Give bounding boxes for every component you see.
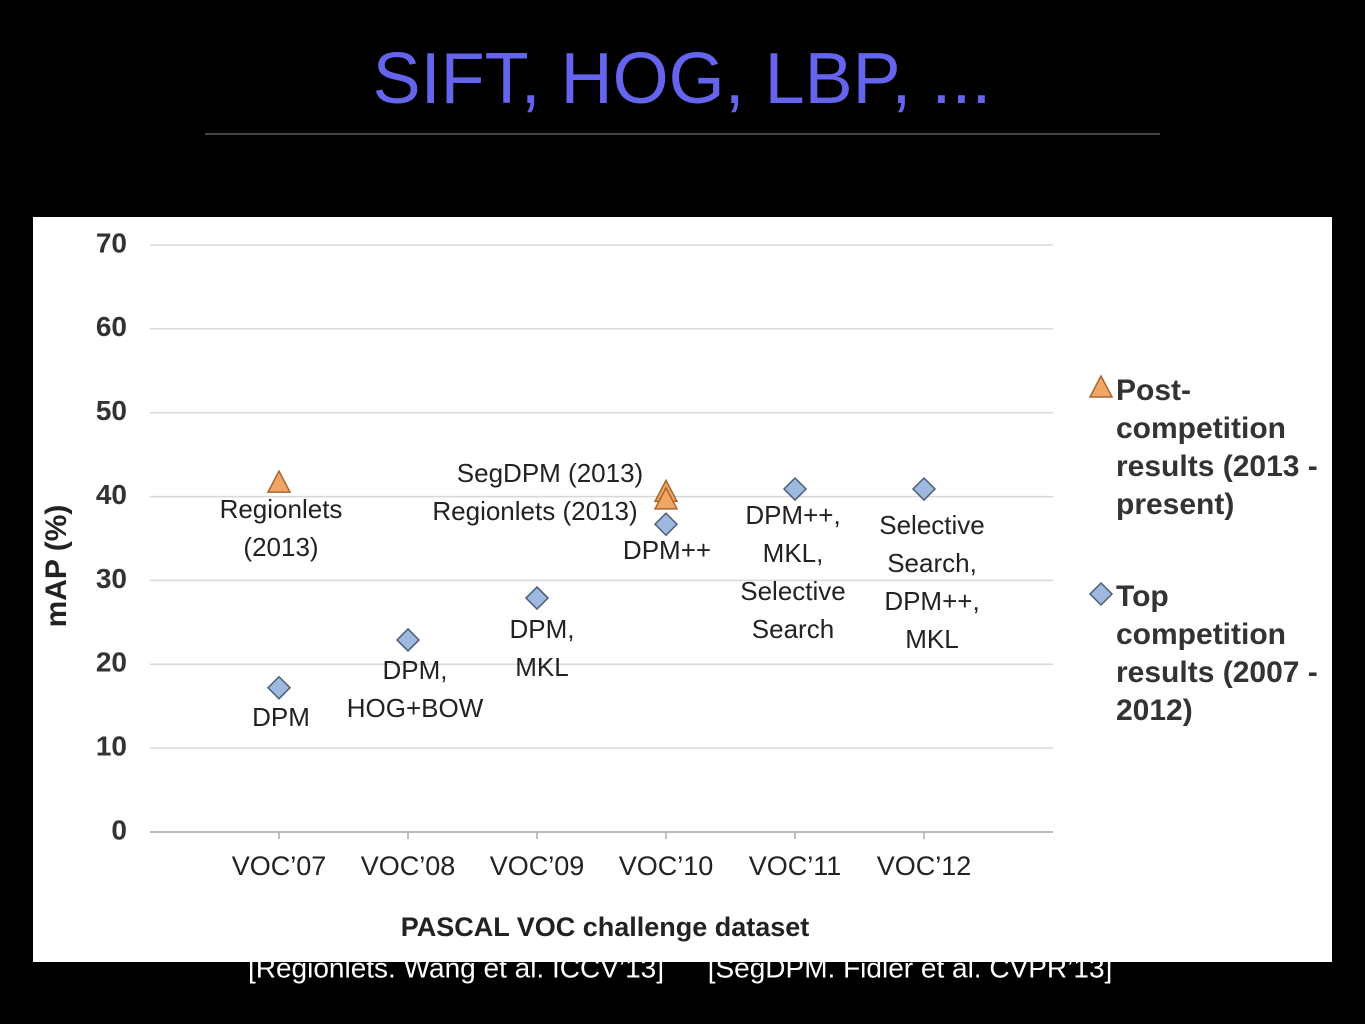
slide-title: SIFT, HOG, LBP, ... xyxy=(373,39,992,119)
point-label-line: DPM, xyxy=(510,614,575,644)
chart-background xyxy=(33,217,1332,962)
x-axis-label: PASCAL VOC challenge dataset xyxy=(401,912,810,942)
point-label-line: Selective xyxy=(879,510,985,540)
legend-entry: Top competition results (2007 - 2012) xyxy=(1116,580,1318,727)
y-tick-label: 20 xyxy=(96,647,127,678)
point-label-line: SegDPM (2013) xyxy=(457,458,643,488)
x-tick-label: VOC’11 xyxy=(749,851,842,881)
x-tick-label: VOC’08 xyxy=(361,851,456,881)
point-label: DPM, MKL xyxy=(510,614,575,682)
y-tick-label: 30 xyxy=(96,563,127,594)
point-label-line: DPM++, xyxy=(745,500,840,530)
y-tick-label: 60 xyxy=(96,311,127,342)
diamond-marker xyxy=(782,476,808,502)
point-label: Selective Search, DPM++, MKL xyxy=(879,510,985,654)
diamond-marker xyxy=(266,675,292,700)
diamond-marker xyxy=(653,512,679,537)
diamond-marker xyxy=(395,627,421,653)
point-label: DPM++, MKL, Selective Search xyxy=(740,500,846,644)
point-label: Regionlets (2013) xyxy=(220,494,343,562)
point-label-line: Regionlets xyxy=(220,494,343,524)
point-label: DPM xyxy=(252,702,310,732)
point-label-line: MKL xyxy=(905,624,958,654)
y-tick-label: 40 xyxy=(96,479,127,510)
point-label-line: Selective xyxy=(740,576,846,606)
x-tick-label: VOC’09 xyxy=(490,851,585,881)
point-label-line: HOG+BOW xyxy=(347,693,484,723)
point-label-line: DPM, xyxy=(383,655,448,685)
legend-entry: Post-competition results (2013 - present… xyxy=(1116,374,1318,521)
point-label-line: DPM++, xyxy=(884,586,979,616)
point-label: DPM, HOG+BOW xyxy=(347,655,484,723)
point-label-line: DPM xyxy=(252,702,310,732)
point-label-line: Regionlets (2013) xyxy=(432,496,637,526)
diamond-marker xyxy=(524,585,550,611)
x-tick-label: VOC’07 xyxy=(232,851,327,881)
point-label-line: MKL xyxy=(515,652,568,682)
point-label-line: (2013) xyxy=(243,532,318,562)
diamond-marker xyxy=(911,476,937,502)
point-label-line: Search xyxy=(752,614,834,644)
legend-marker xyxy=(1088,581,1114,607)
x-tick-label: VOC’10 xyxy=(619,851,714,881)
x-tick-label: VOC’12 xyxy=(877,851,972,881)
y-tick-label: 0 xyxy=(111,814,127,845)
point-label: Regionlets (2013) xyxy=(432,496,637,526)
point-label-line: MKL, xyxy=(763,538,824,568)
y-tick-label: 70 xyxy=(96,227,127,258)
y-axis-label: mAP (%) xyxy=(40,505,73,628)
triangle-marker xyxy=(653,486,679,510)
point-label-line: Search, xyxy=(887,548,977,578)
legend-marker xyxy=(1088,374,1114,398)
y-tick-label: 10 xyxy=(96,731,127,762)
point-label-line: DPM++ xyxy=(623,535,711,565)
y-tick-label: 50 xyxy=(96,395,127,426)
point-label: SegDPM (2013) xyxy=(457,458,643,488)
triangle-marker xyxy=(266,469,292,493)
point-label: DPM++ xyxy=(623,535,711,565)
